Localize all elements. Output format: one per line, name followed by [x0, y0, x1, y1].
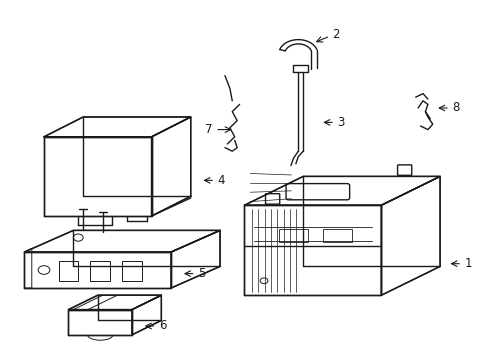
Bar: [278, 230, 307, 242]
Bar: [59, 261, 78, 281]
Polygon shape: [381, 176, 439, 295]
Polygon shape: [244, 205, 381, 295]
Polygon shape: [151, 117, 190, 216]
Polygon shape: [171, 230, 220, 288]
FancyBboxPatch shape: [285, 184, 349, 200]
Bar: [122, 261, 142, 281]
Polygon shape: [44, 117, 190, 137]
Text: 2: 2: [332, 28, 339, 41]
Polygon shape: [68, 295, 161, 310]
Text: 8: 8: [451, 102, 459, 114]
Polygon shape: [24, 252, 171, 288]
Polygon shape: [44, 137, 151, 216]
FancyBboxPatch shape: [397, 165, 411, 175]
Text: 6: 6: [159, 319, 166, 333]
Bar: [90, 261, 110, 281]
Bar: [322, 230, 351, 242]
Text: 7: 7: [205, 123, 212, 136]
Text: 4: 4: [217, 174, 224, 187]
Polygon shape: [24, 230, 220, 252]
Polygon shape: [244, 176, 439, 205]
Text: 3: 3: [337, 116, 344, 129]
Text: 5: 5: [198, 267, 205, 280]
Polygon shape: [68, 310, 132, 335]
Polygon shape: [132, 295, 161, 335]
Text: 1: 1: [464, 257, 471, 270]
FancyBboxPatch shape: [265, 194, 279, 204]
